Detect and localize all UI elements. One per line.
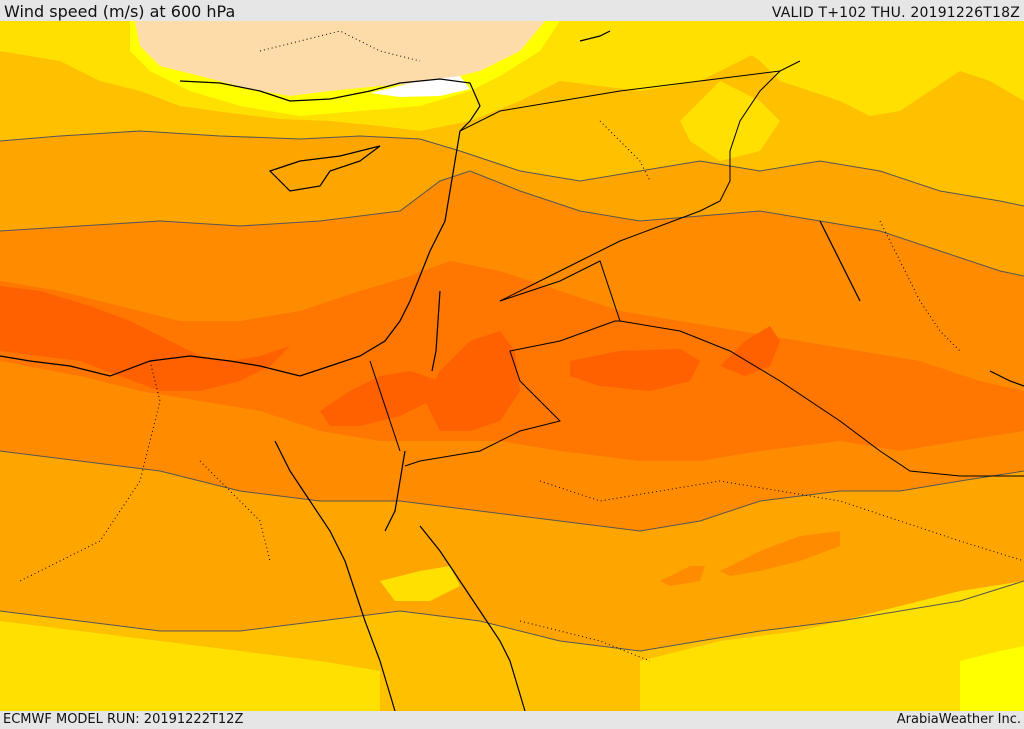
valid-time: VALID T+102 THU. 20191226T18Z	[771, 5, 1020, 21]
field-pale-yellow-ne2	[680, 81, 780, 161]
map-canvas	[0, 21, 1024, 711]
field-pale-yellow-ne	[700, 21, 1024, 116]
field-pale-yellow-sw	[0, 621, 380, 711]
footer-bar: ECMWF MODEL RUN: 20191222T12Z ArabiaWeat…	[0, 711, 1024, 729]
field-pale-yellow-egypt	[380, 566, 460, 601]
contour-lines	[0, 130, 1024, 652]
field-yellow-se	[960, 646, 1024, 711]
field-red-orange-west	[0, 286, 290, 391]
field-calm	[370, 76, 470, 97]
field-orange-south	[720, 531, 840, 576]
borders	[369, 60, 1024, 477]
map-title: Wind speed (m/s) at 600 hPa	[4, 2, 236, 21]
field-red-orange-iraq	[570, 349, 700, 391]
field-red-orange-east	[720, 326, 780, 376]
admin-boundaries	[19, 30, 1024, 662]
model-run-label: ECMWF MODEL RUN: 20191222T12Z	[3, 712, 244, 727]
field-red-orange-jordan	[425, 331, 520, 431]
header-bar: Wind speed (m/s) at 600 hPa VALID T+102 …	[0, 0, 1024, 21]
credit-label: ArabiaWeather Inc.	[896, 712, 1021, 727]
field-low-wind	[135, 21, 545, 96]
field-red-orange-sinai	[320, 371, 440, 426]
field-pale-yellow-se	[640, 581, 1024, 711]
wind-speed-map	[0, 21, 1024, 711]
field-orange-south2	[660, 566, 705, 586]
coastlines	[0, 30, 1024, 711]
